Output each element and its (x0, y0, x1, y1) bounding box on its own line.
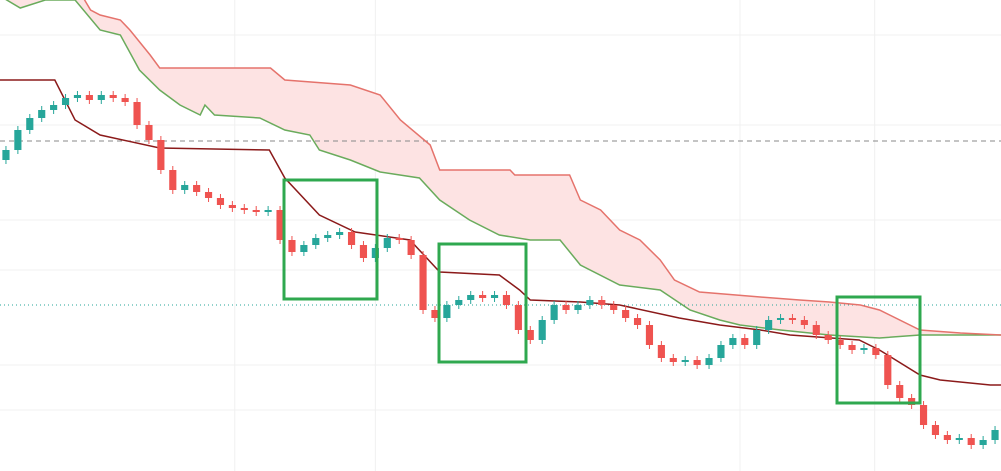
cloud (6, 0, 1001, 338)
candle-body (300, 245, 308, 252)
candle-body (729, 338, 737, 345)
candle-body (419, 255, 427, 310)
candle-body (919, 405, 928, 425)
candle-body (2, 150, 10, 160)
candle-body (622, 310, 630, 318)
candle-body (967, 438, 975, 445)
candle-body (943, 435, 951, 440)
candle-body (467, 295, 475, 300)
candle-body (574, 305, 582, 310)
candle-body (97, 95, 105, 100)
candle-body (598, 300, 606, 305)
candle-body (776, 318, 785, 320)
candle-body (765, 320, 773, 330)
candle-body (514, 305, 522, 330)
candle-body (586, 300, 594, 305)
candle-body (562, 305, 570, 310)
candle-body (824, 335, 832, 340)
candle-body (800, 320, 808, 325)
candle-body (848, 345, 856, 350)
candle-body (347, 232, 356, 245)
candle-body (931, 425, 940, 435)
indicator-line (83, 0, 1001, 336)
candle-body (133, 102, 141, 125)
candle-body (788, 318, 797, 320)
candle-body (884, 355, 892, 385)
candle-body (26, 118, 34, 130)
candle-body (872, 348, 880, 355)
highlight-box (437, 242, 528, 364)
candle-body (979, 440, 987, 445)
candle-body (145, 125, 153, 140)
candle-body (526, 330, 534, 340)
candle-body (455, 300, 463, 305)
candle-body (14, 130, 22, 150)
candle-body (324, 235, 332, 238)
candle-body (240, 208, 248, 210)
candle-body (538, 320, 546, 340)
candle-body (860, 348, 868, 350)
candle-body (812, 325, 820, 335)
candle-body (490, 295, 499, 298)
candle-body (312, 238, 320, 245)
candle-body (395, 238, 403, 240)
candle-body (85, 95, 93, 100)
candle-body (181, 185, 189, 190)
candle-body (228, 205, 236, 208)
candle-body (50, 105, 58, 110)
candle-body (479, 295, 487, 298)
indicator-line (5, 0, 1001, 339)
candle-body (705, 358, 713, 365)
candle-body (157, 140, 165, 170)
candle-body (955, 438, 963, 440)
candle-body (204, 192, 213, 198)
candle-body (741, 338, 749, 345)
candle-body (193, 185, 201, 192)
candle-body (657, 345, 665, 358)
candle-body (550, 305, 558, 320)
candle-body (431, 310, 439, 318)
candle-body (121, 98, 129, 102)
candle-body (681, 360, 689, 362)
candle-body (717, 345, 725, 358)
candle-body (645, 325, 654, 345)
candle-body (288, 240, 296, 252)
candle-body (169, 170, 177, 190)
candle-body (669, 358, 677, 362)
candle-body (336, 232, 344, 235)
candle-body (359, 245, 368, 258)
candle-body (38, 110, 46, 118)
highlight-box (835, 295, 922, 405)
candle-body (836, 340, 844, 345)
candle-body (753, 330, 761, 345)
candle-body (252, 210, 260, 212)
candle-body (61, 98, 70, 105)
candle-body (264, 210, 272, 212)
candle-body (443, 305, 451, 318)
candle-body (371, 248, 379, 258)
candle-body (633, 318, 642, 325)
candle-body (693, 360, 701, 365)
candle-body (896, 385, 904, 398)
candle-body (407, 240, 415, 255)
candle-body (383, 238, 391, 248)
candle-body (502, 295, 511, 305)
candle-body (216, 198, 225, 205)
candle-body (991, 430, 999, 440)
candle-body (610, 305, 618, 310)
highlight-box (282, 178, 379, 301)
candle-body (276, 210, 284, 240)
candle-body (73, 95, 82, 98)
candle-body (109, 95, 117, 98)
